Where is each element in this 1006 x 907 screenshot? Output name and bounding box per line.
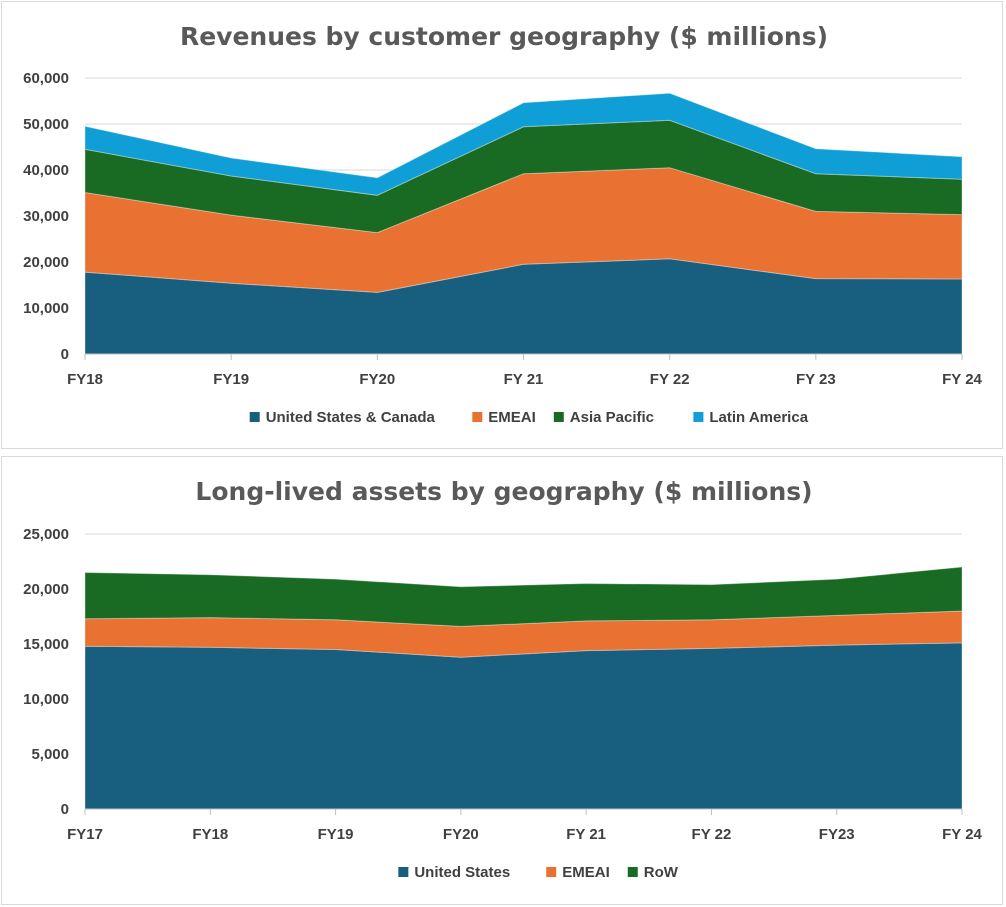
legend-label-emeai: EMEAI xyxy=(562,864,610,881)
legend-swatch-united-states xyxy=(398,867,409,877)
legend-label-united-states-canada: United States & Canada xyxy=(266,409,436,426)
legend-swatch-united-states-canada xyxy=(249,412,260,422)
legend-swatch-emeai xyxy=(472,412,483,422)
revenue-chart-panel: Revenues by customer geography ($ millio… xyxy=(1,1,1003,449)
x-tick-label: FY 24 xyxy=(942,371,982,388)
legend-label-latin-america: Latin America xyxy=(709,409,808,426)
legend-swatch-asia-pacific xyxy=(553,412,564,422)
legend-swatch-emeai xyxy=(546,867,557,877)
x-tick-label: FY19 xyxy=(213,371,249,388)
legend: United States EMEAI RoW xyxy=(398,864,679,881)
x-tick-label: FY20 xyxy=(359,371,395,388)
y-tick-label: 5,000 xyxy=(31,746,69,763)
y-tick-label: 10,000 xyxy=(23,691,69,708)
y-tick-label: 20,000 xyxy=(23,254,69,271)
x-tick-label: FY19 xyxy=(318,826,354,843)
legend-label-row: RoW xyxy=(644,864,679,881)
x-tick-label: FY18 xyxy=(192,826,228,843)
assets-chart-panel: Long-lived assets by geography ($ millio… xyxy=(1,456,1003,905)
y-tick-label: 50,000 xyxy=(23,116,69,133)
legend-swatch-latin-america xyxy=(693,412,704,422)
chart-title: Revenues by customer geography ($ millio… xyxy=(180,22,828,51)
x-tick-label: FY 23 xyxy=(796,371,836,388)
y-tick-label: 15,000 xyxy=(23,636,69,653)
y-tick-label: 0 xyxy=(61,346,69,363)
area-series-latin-america xyxy=(84,92,963,196)
x-tick-label: FY17 xyxy=(67,826,103,843)
y-tick-label: 10,000 xyxy=(23,300,69,317)
x-tick-label: FY20 xyxy=(443,826,479,843)
y-tick-label: 60,000 xyxy=(23,70,69,87)
revenue-chart: Revenues by customer geography ($ millio… xyxy=(23,22,982,426)
chart-title: Long-lived assets by geography ($ millio… xyxy=(195,477,812,506)
y-tick-label: 0 xyxy=(61,801,69,818)
y-tick-label: 25,000 xyxy=(23,526,69,543)
legend-label-asia-pacific: Asia Pacific xyxy=(570,409,654,426)
area-series-united-states xyxy=(84,642,963,810)
y-tick-label: 40,000 xyxy=(23,162,69,179)
x-tick-label: FY 24 xyxy=(942,826,982,843)
y-tick-label: 20,000 xyxy=(23,581,69,598)
legend: United States & Canada EMEAI Asia Pacific L… xyxy=(249,409,809,426)
assets-chart: Long-lived assets by geography ($ millio… xyxy=(23,477,982,881)
legend-label-emeai: EMEAI xyxy=(488,409,536,426)
x-tick-label: FY23 xyxy=(819,826,855,843)
x-tick-label: FY 22 xyxy=(692,826,732,843)
x-tick-label: FY 21 xyxy=(504,371,544,388)
x-tick-label: FY18 xyxy=(67,371,103,388)
x-tick-label: FY 21 xyxy=(566,826,606,843)
legend-swatch-row xyxy=(627,867,638,877)
legend-label-united-states: United States xyxy=(414,864,510,881)
y-tick-label: 30,000 xyxy=(23,208,69,225)
x-tick-label: FY 22 xyxy=(650,371,690,388)
area-series-row xyxy=(84,566,963,627)
